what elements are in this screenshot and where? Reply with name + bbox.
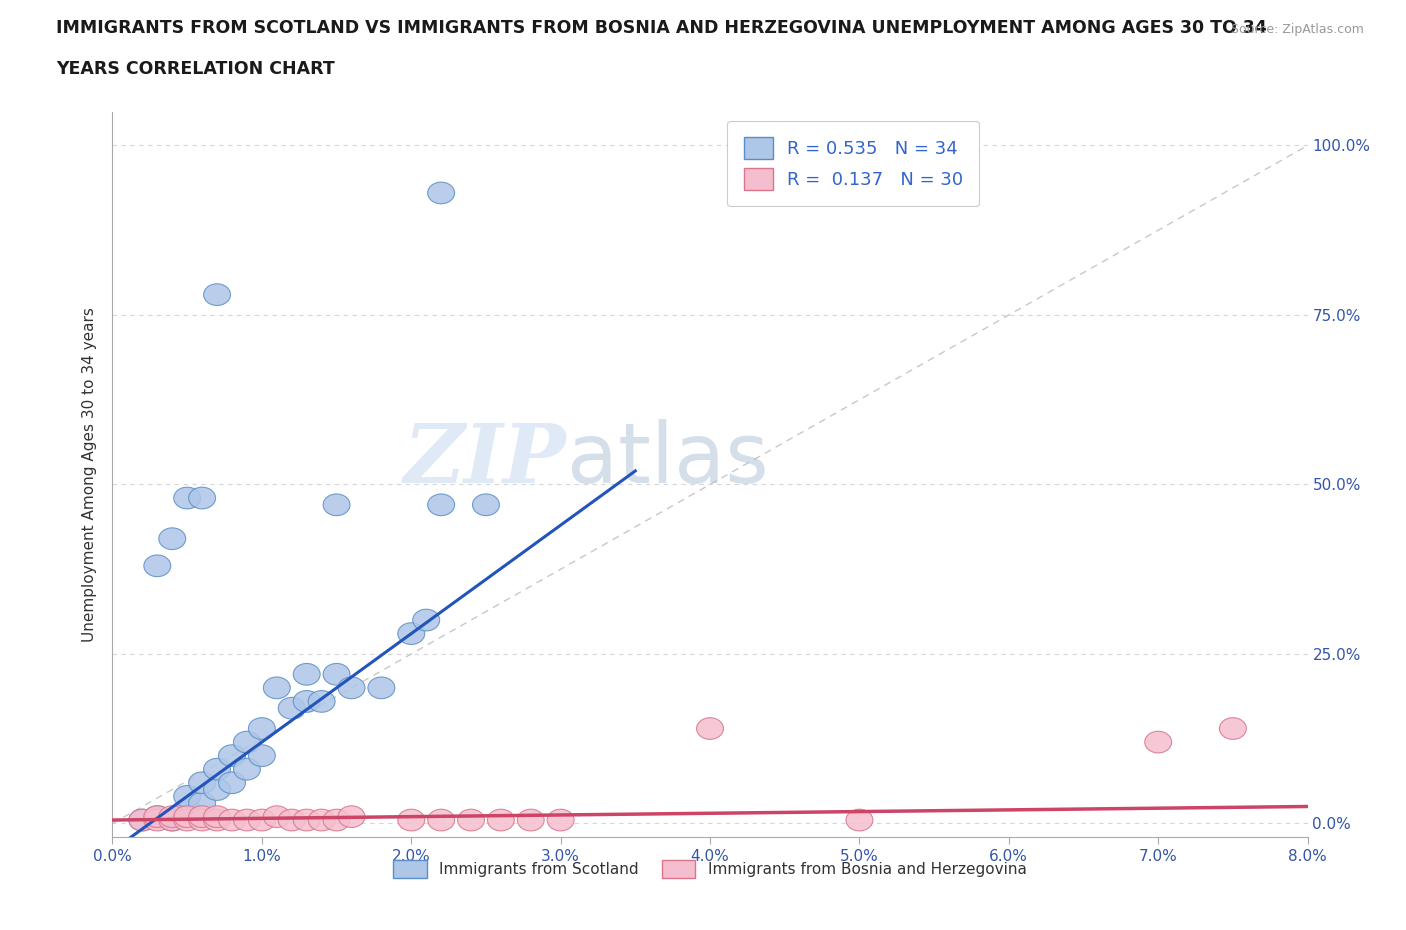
Text: atlas: atlas [567, 419, 768, 500]
Ellipse shape [263, 677, 290, 698]
Ellipse shape [323, 494, 350, 515]
Ellipse shape [188, 809, 215, 830]
Ellipse shape [204, 778, 231, 801]
Ellipse shape [323, 809, 350, 830]
Ellipse shape [218, 809, 246, 830]
Ellipse shape [174, 799, 201, 821]
Ellipse shape [218, 745, 246, 766]
Ellipse shape [143, 809, 170, 830]
Ellipse shape [249, 718, 276, 739]
Ellipse shape [188, 487, 215, 509]
Y-axis label: Unemployment Among Ages 30 to 34 years: Unemployment Among Ages 30 to 34 years [82, 307, 97, 642]
Ellipse shape [143, 805, 170, 828]
Ellipse shape [143, 555, 170, 577]
Ellipse shape [174, 809, 201, 830]
Ellipse shape [249, 745, 276, 766]
Ellipse shape [204, 805, 231, 828]
Ellipse shape [846, 809, 873, 830]
Ellipse shape [159, 805, 186, 828]
Ellipse shape [159, 809, 186, 830]
Ellipse shape [159, 528, 186, 550]
Ellipse shape [547, 809, 574, 830]
Ellipse shape [1144, 731, 1171, 753]
Ellipse shape [249, 809, 276, 830]
Ellipse shape [159, 809, 186, 830]
Ellipse shape [278, 698, 305, 719]
Ellipse shape [204, 284, 231, 305]
Ellipse shape [696, 718, 724, 739]
Text: YEARS CORRELATION CHART: YEARS CORRELATION CHART [56, 60, 335, 78]
Text: IMMIGRANTS FROM SCOTLAND VS IMMIGRANTS FROM BOSNIA AND HERZEGOVINA UNEMPLOYMENT : IMMIGRANTS FROM SCOTLAND VS IMMIGRANTS F… [56, 19, 1267, 36]
Ellipse shape [337, 805, 366, 828]
Ellipse shape [174, 805, 201, 828]
Ellipse shape [517, 809, 544, 830]
Ellipse shape [337, 677, 366, 698]
Ellipse shape [233, 731, 260, 753]
Ellipse shape [294, 663, 321, 685]
Ellipse shape [294, 691, 321, 712]
Text: Source: ZipAtlas.com: Source: ZipAtlas.com [1230, 23, 1364, 36]
Ellipse shape [1219, 718, 1246, 739]
Ellipse shape [488, 809, 515, 830]
Ellipse shape [472, 494, 499, 515]
Ellipse shape [204, 758, 231, 780]
Legend: Immigrants from Scotland, Immigrants from Bosnia and Herzegovina: Immigrants from Scotland, Immigrants fro… [388, 854, 1032, 883]
Ellipse shape [174, 786, 201, 807]
Ellipse shape [129, 809, 156, 830]
Ellipse shape [233, 758, 260, 780]
Ellipse shape [174, 487, 201, 509]
Ellipse shape [143, 805, 170, 828]
Ellipse shape [427, 809, 454, 830]
Ellipse shape [129, 809, 156, 830]
Ellipse shape [398, 623, 425, 644]
Ellipse shape [308, 691, 335, 712]
Ellipse shape [427, 182, 454, 204]
Ellipse shape [413, 609, 440, 631]
Ellipse shape [427, 494, 454, 515]
Ellipse shape [323, 663, 350, 685]
Ellipse shape [368, 677, 395, 698]
Ellipse shape [263, 805, 290, 828]
Ellipse shape [218, 772, 246, 793]
Ellipse shape [398, 809, 425, 830]
Ellipse shape [278, 809, 305, 830]
Ellipse shape [457, 809, 485, 830]
Text: ZIP: ZIP [404, 419, 567, 499]
Ellipse shape [294, 809, 321, 830]
Ellipse shape [188, 805, 215, 828]
Ellipse shape [188, 792, 215, 814]
Ellipse shape [204, 809, 231, 830]
Ellipse shape [308, 809, 335, 830]
Ellipse shape [233, 809, 260, 830]
Ellipse shape [188, 772, 215, 793]
